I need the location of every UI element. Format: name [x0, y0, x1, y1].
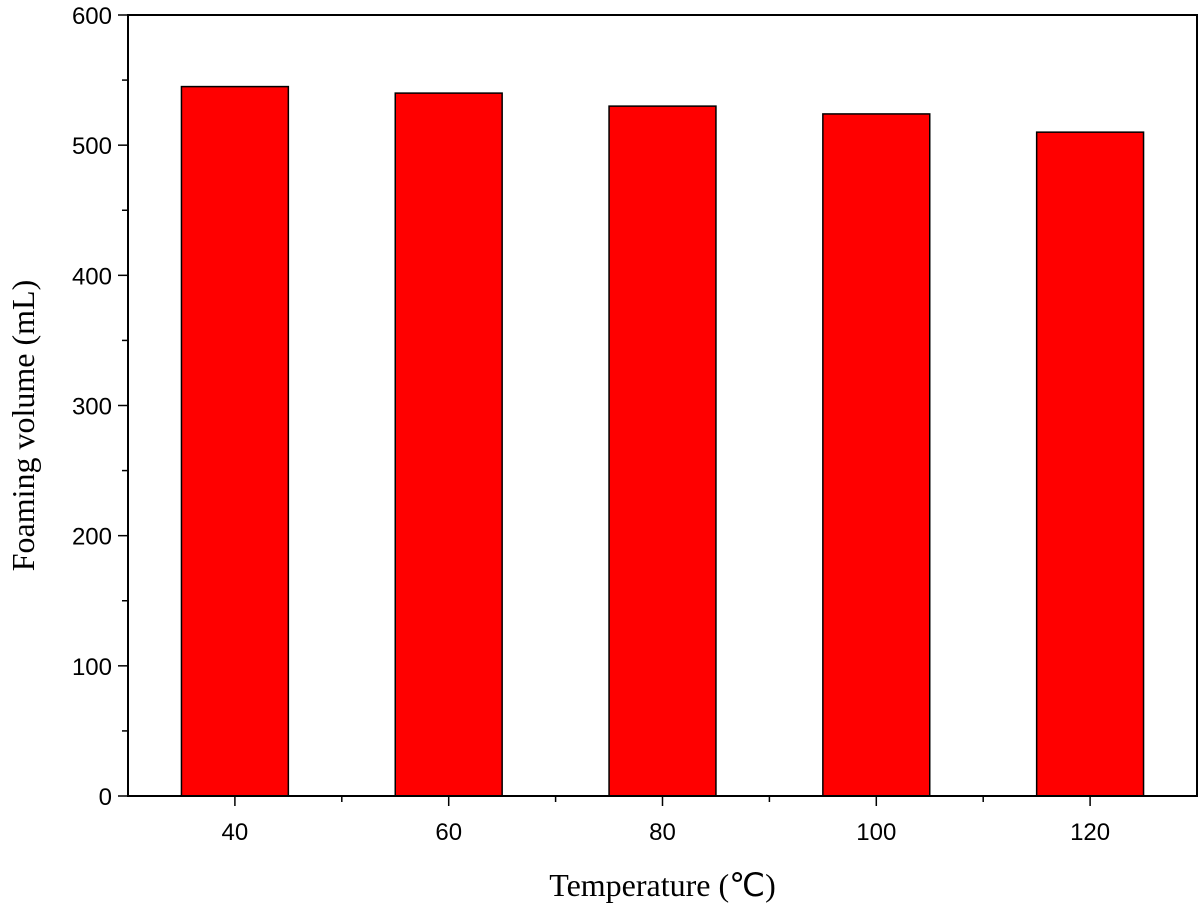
y-tick-label: 200	[72, 524, 112, 551]
x-tick-label: 120	[1070, 819, 1110, 846]
ticks-group: 40 60 80 100 120 0 100 200 300 400 500 600	[72, 3, 1110, 846]
bar-80	[608, 105, 717, 797]
y-tick-label: 0	[99, 784, 112, 811]
y-tick-label: 600	[72, 3, 112, 30]
bar-40	[180, 85, 290, 797]
x-tick-label: 40	[222, 819, 249, 846]
y-axis-title: Foaming volume (mL)	[5, 280, 41, 572]
bar-100	[822, 113, 931, 797]
y-tick-label: 100	[72, 654, 112, 681]
bar-120	[1035, 131, 1145, 797]
x-tick-label: 80	[649, 819, 676, 846]
x-tick-label: 60	[435, 819, 462, 846]
y-tick-label: 400	[72, 263, 112, 290]
y-tick-label: 500	[72, 133, 112, 160]
x-tick-label: 100	[856, 819, 896, 846]
x-axis-title: Temperature (℃)	[549, 867, 775, 903]
y-tick-label: 300	[72, 394, 112, 421]
bars-group	[180, 85, 1145, 797]
bar-60	[394, 92, 503, 797]
plot-frame	[127, 14, 1198, 797]
